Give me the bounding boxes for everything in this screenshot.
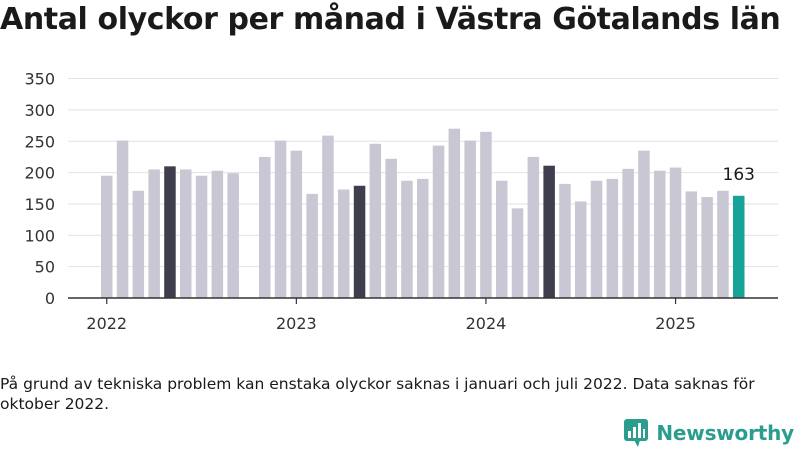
bar-chart: 0 50 100 150 200 250 300 350 2022 2023 2024 2025 1… [24,70,778,333]
y-tick-label: 50 [35,258,55,277]
x-tick-label: 2023 [276,314,317,333]
bar [274,140,287,298]
bar [606,178,619,298]
footnote: På grund av tekniska problem kan enstaka… [0,375,755,413]
y-tick-label: 150 [24,195,55,214]
bar [685,191,698,298]
bar [338,189,350,298]
bar [527,156,540,298]
bar [464,140,476,298]
y-tick-label: 0 [45,289,55,308]
y-tick-label: 300 [24,101,55,120]
x-tick-label: 2024 [466,314,507,333]
bar [101,175,113,298]
x-tick-label: 2022 [86,314,127,333]
bar [148,169,160,298]
bar [227,173,239,298]
bar [385,158,397,298]
y-tick-label: 100 [24,226,55,245]
bar [669,167,682,298]
x-tick-label: 2025 [655,314,696,333]
bar [353,185,366,298]
y-tick-label: 250 [24,132,55,151]
bar [369,143,382,298]
bar [432,145,445,298]
bar [559,183,571,298]
y-tick-label: 200 [24,164,55,183]
bar [717,190,729,298]
bar [543,165,555,298]
bar [401,180,413,298]
data-label: 163 [723,165,755,185]
bar [448,128,461,298]
x-axis: 2022 2023 2024 2025 [68,297,778,333]
bar [480,131,492,298]
bar [511,208,524,298]
bar [638,150,650,298]
annotations: 163 [723,165,755,185]
bar [496,180,508,298]
bar [654,170,666,298]
bar [211,170,224,298]
bar [132,190,145,298]
bars [101,128,745,298]
bar [322,135,334,298]
bar [306,193,318,298]
bar [575,201,587,298]
y-tick-label: 350 [24,70,55,89]
newsworthy-logo-icon [624,419,649,447]
chart-title: Antal olyckor per månad i Västra Götalan… [0,2,781,37]
brand-logo[interactable]: Newsworthy [624,419,794,447]
bar [180,169,192,298]
bar [622,168,634,298]
bar [290,150,303,298]
bar [417,178,429,298]
bar [701,197,713,298]
bar [195,175,208,298]
brand-name: Newsworthy [656,421,794,445]
bar [164,166,176,298]
bar [590,180,603,298]
bar [733,195,745,298]
y-axis-tick-labels: 0 50 100 150 200 250 300 350 [24,70,55,308]
bar [259,156,271,298]
bar [116,140,129,298]
